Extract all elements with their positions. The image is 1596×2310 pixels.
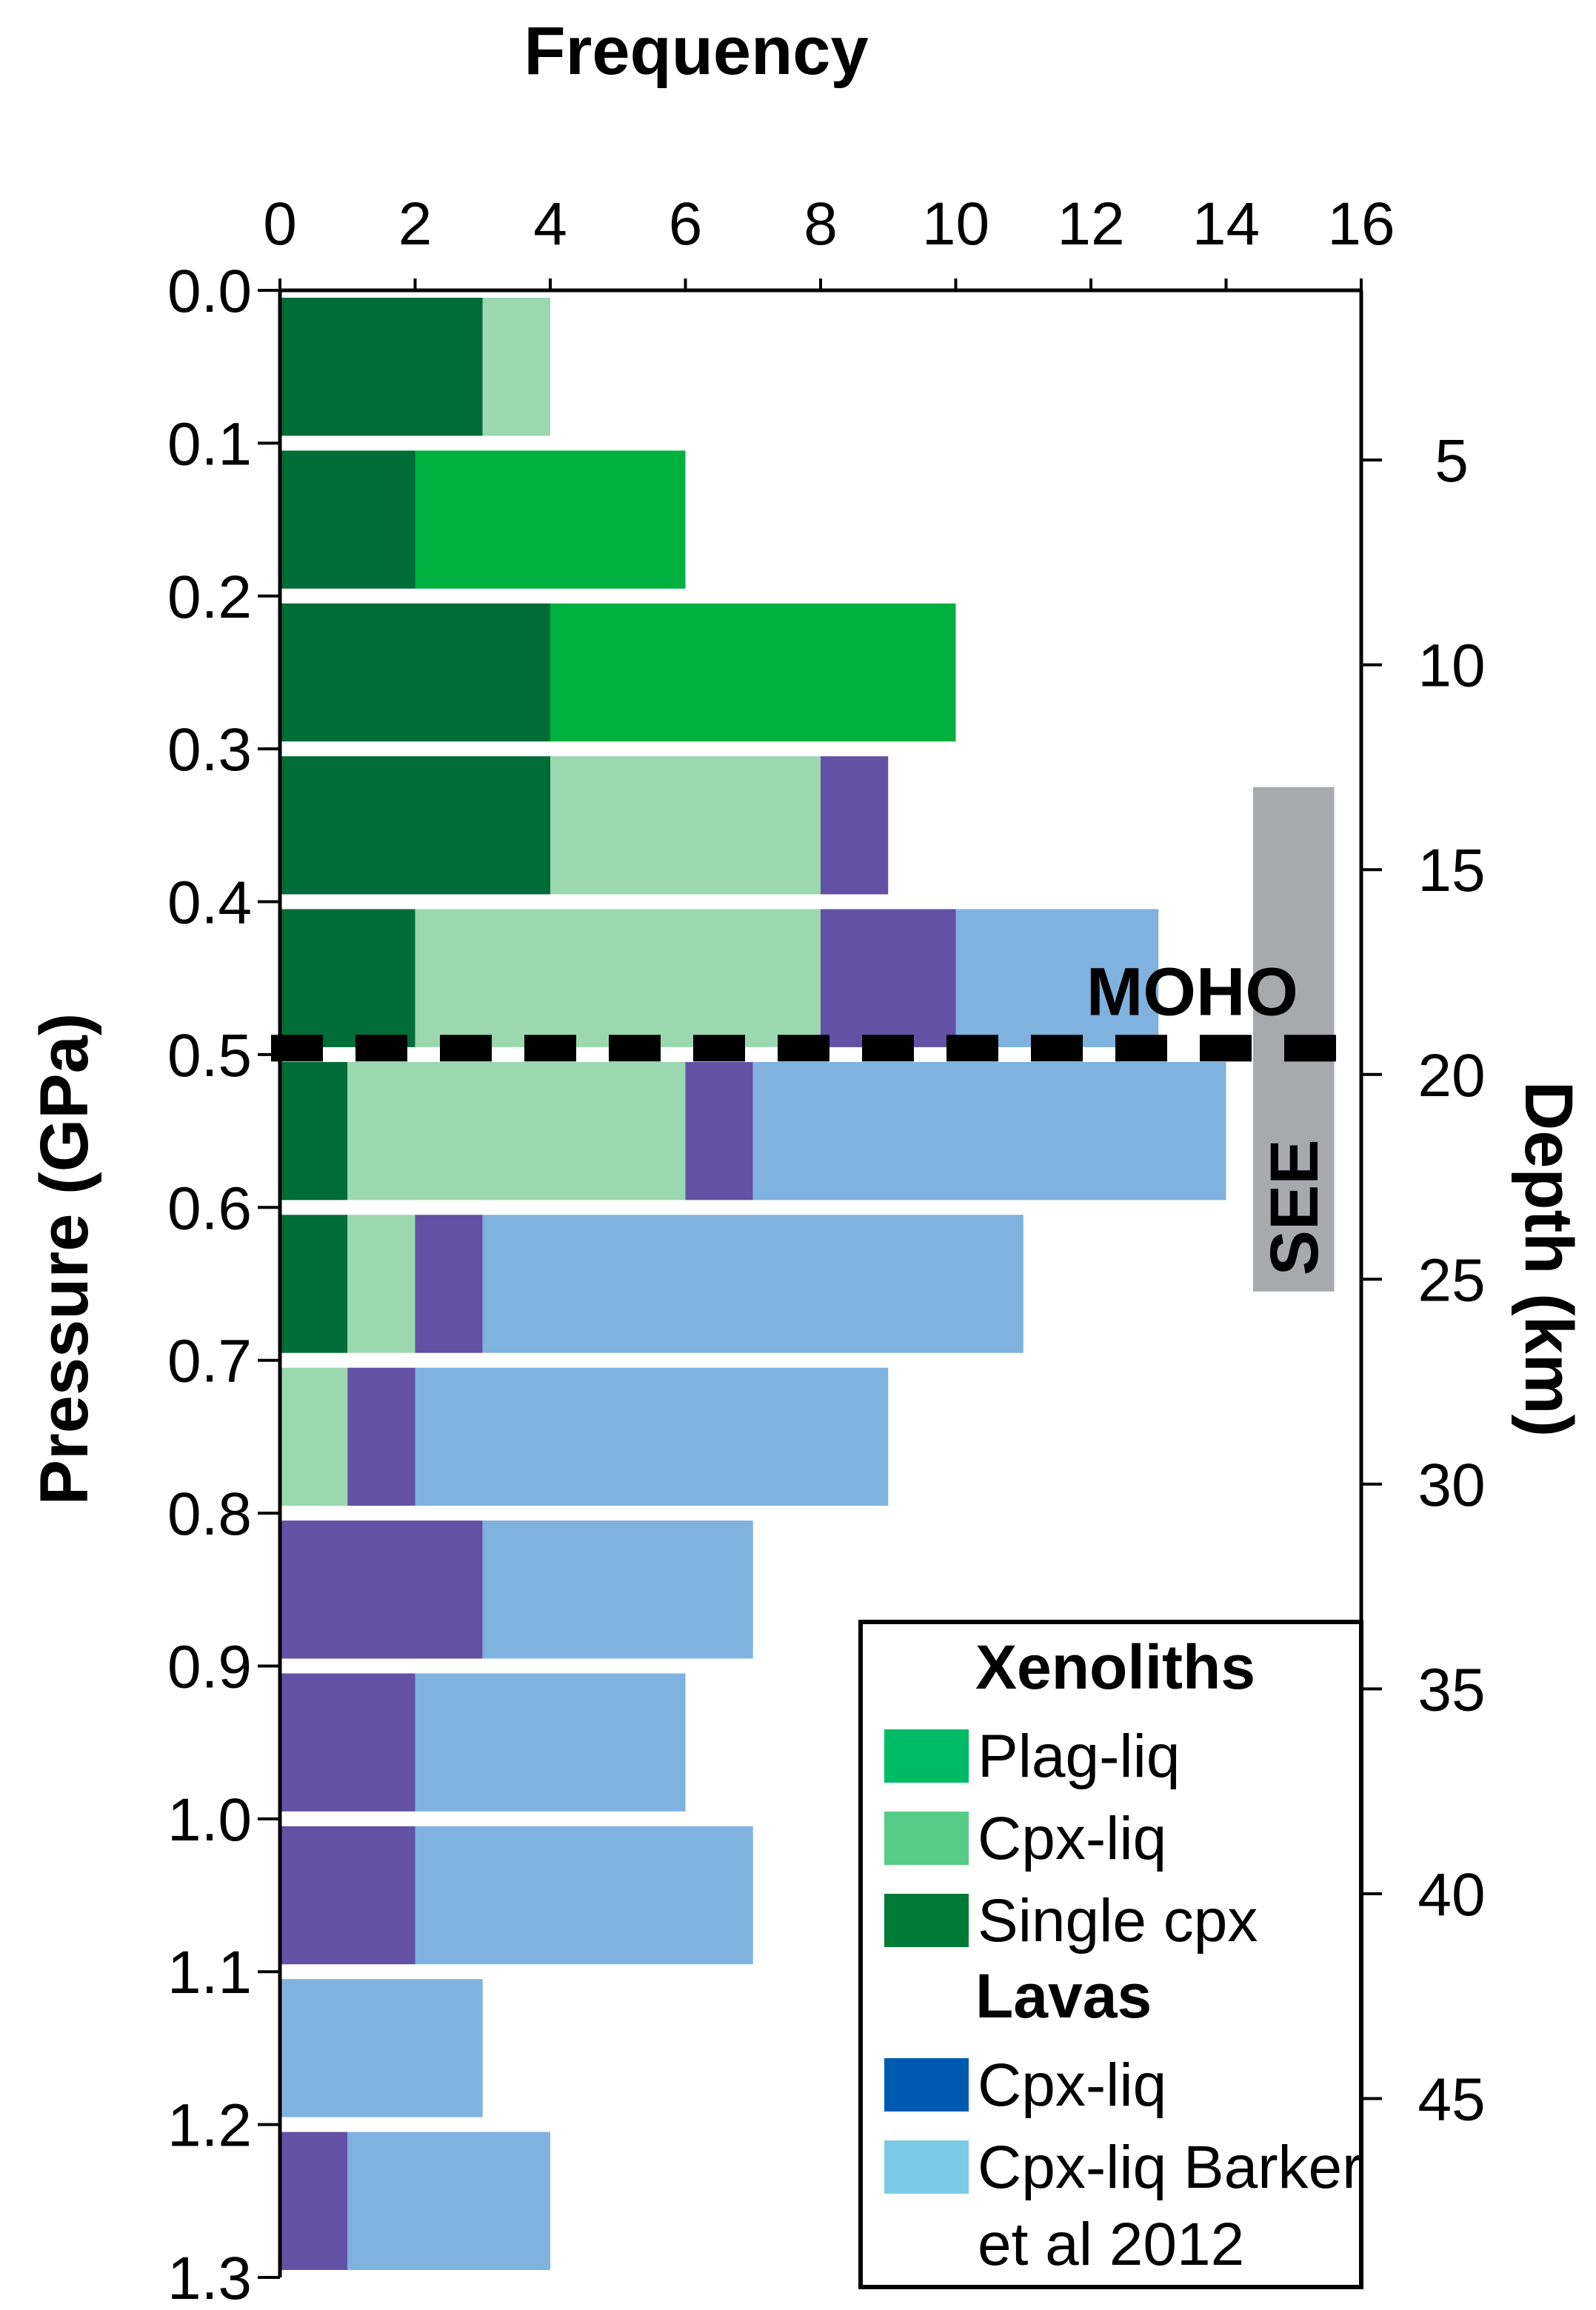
bar-segment	[280, 1061, 348, 1201]
y-axis-title: Pressure (GPa)	[27, 1013, 102, 1506]
bar-segment	[955, 909, 1159, 1047]
legend-label: Plag-liq	[978, 1723, 1180, 1790]
x-tick-label: 2	[398, 190, 433, 258]
x-tick-label: 6	[669, 190, 703, 258]
bar-segment	[482, 1520, 753, 1659]
y2-tick-label: 40	[1418, 1861, 1485, 1929]
y-tick-label: 1.0	[167, 1786, 252, 1854]
bar-segment	[752, 1061, 1226, 1201]
legend-swatch	[884, 1894, 969, 1947]
bar-segment	[550, 603, 956, 742]
legend-swatch	[884, 2140, 969, 2194]
y2-tick-label: 5	[1435, 427, 1469, 495]
y-tick-label: 0.7	[167, 1328, 252, 1395]
bar-segment	[280, 603, 550, 742]
bar-segment	[280, 1520, 483, 1659]
x-tick-label: 10	[922, 190, 989, 258]
y-tick-label: 1.2	[167, 2092, 252, 2160]
bar-segment	[280, 298, 483, 436]
bar-segment	[280, 909, 415, 1047]
x-tick-label: 12	[1057, 190, 1124, 258]
y-tick-label: 1.1	[167, 1939, 252, 2006]
bar-segment	[415, 1367, 889, 1506]
legend-label: Cpx-liq Barker	[978, 2134, 1362, 2201]
y2-tick-label: 25	[1418, 1246, 1485, 1314]
bar-segment	[415, 1673, 686, 1812]
bar-segment	[821, 756, 889, 895]
legend-heading: Lavas	[975, 1961, 1152, 2031]
y2-tick-label: 30	[1418, 1452, 1485, 1519]
bar-segment	[550, 756, 821, 895]
x-tick-label: 16	[1327, 190, 1395, 258]
y-tick-label: 0.9	[167, 1633, 252, 1700]
bar-segment	[347, 1215, 415, 1353]
legend-label: Cpx-liq	[978, 2052, 1166, 2119]
bar-segment	[685, 1061, 753, 1201]
bar-segment	[347, 2132, 550, 2270]
bar-segment	[415, 450, 686, 589]
bar-segment	[280, 1215, 348, 1353]
x-tick-label: 0	[263, 190, 297, 258]
moho-label: MOHO	[1086, 954, 1298, 1029]
axes-layer: 0 2 4 6 8 10 12 14 16 0.0 0.1 0.2 0.3 0.4 0.5 0.6 0.7 0.8…	[167, 190, 1486, 2310]
y2-tick-label: 35	[1418, 1656, 1485, 1723]
see-label: SEE	[1257, 1139, 1332, 1275]
bar-segment	[415, 1215, 483, 1353]
y-tick-label: 1.3	[167, 2245, 252, 2310]
bar-segment	[415, 1826, 753, 1965]
bar-segment	[482, 1215, 1024, 1353]
y-tick-label: 0.1	[167, 410, 252, 478]
bar-segment	[347, 1061, 686, 1201]
bar-segment	[280, 450, 415, 589]
y2-axis-title: Depth (km)	[1511, 1081, 1586, 1437]
y2-tick-label: 45	[1418, 2066, 1485, 2134]
bar-segment	[482, 298, 550, 436]
annotation-layer: SEE MOHO	[271, 787, 1363, 1292]
y-tick-label: 0.0	[167, 258, 252, 325]
bar-segment	[280, 756, 550, 895]
legend-swatch	[884, 2058, 969, 2112]
y2-tick-label: 15	[1418, 837, 1485, 904]
legend-label: Single cpx	[978, 1887, 1258, 1955]
bar-segment	[347, 1367, 415, 1506]
x-axis-title: Frequency	[524, 13, 868, 89]
y-tick-label: 0.3	[167, 716, 252, 784]
bar-segment	[280, 1826, 415, 1965]
y-tick-label: 0.6	[167, 1175, 252, 1242]
bar-segment	[280, 1979, 483, 2117]
y-tick-label: 0.8	[167, 1481, 252, 1548]
x-tick-label: 4	[533, 190, 567, 258]
x-tick-label: 14	[1192, 190, 1260, 258]
bar-segment	[280, 1367, 348, 1506]
bar-segment	[280, 1673, 415, 1812]
y2-tick-label: 10	[1418, 632, 1485, 700]
bar-segment	[415, 909, 821, 1047]
legend-label: et al 2012	[978, 2211, 1244, 2278]
y2-tick-label: 20	[1418, 1042, 1485, 1109]
x-tick-label: 8	[804, 190, 838, 258]
legend-heading: Xenoliths	[975, 1632, 1255, 1702]
legend-swatch	[884, 1812, 969, 1865]
bar-segment	[280, 2132, 348, 2270]
bar-layer	[280, 298, 1226, 2270]
y-tick-label: 0.4	[167, 869, 252, 937]
y-tick-label: 0.5	[167, 1022, 252, 1089]
y-tick-label: 0.2	[167, 564, 252, 631]
bar-segment	[821, 909, 956, 1047]
legend-label: Cpx-liq	[978, 1805, 1166, 1872]
legend-swatch	[884, 1729, 969, 1783]
